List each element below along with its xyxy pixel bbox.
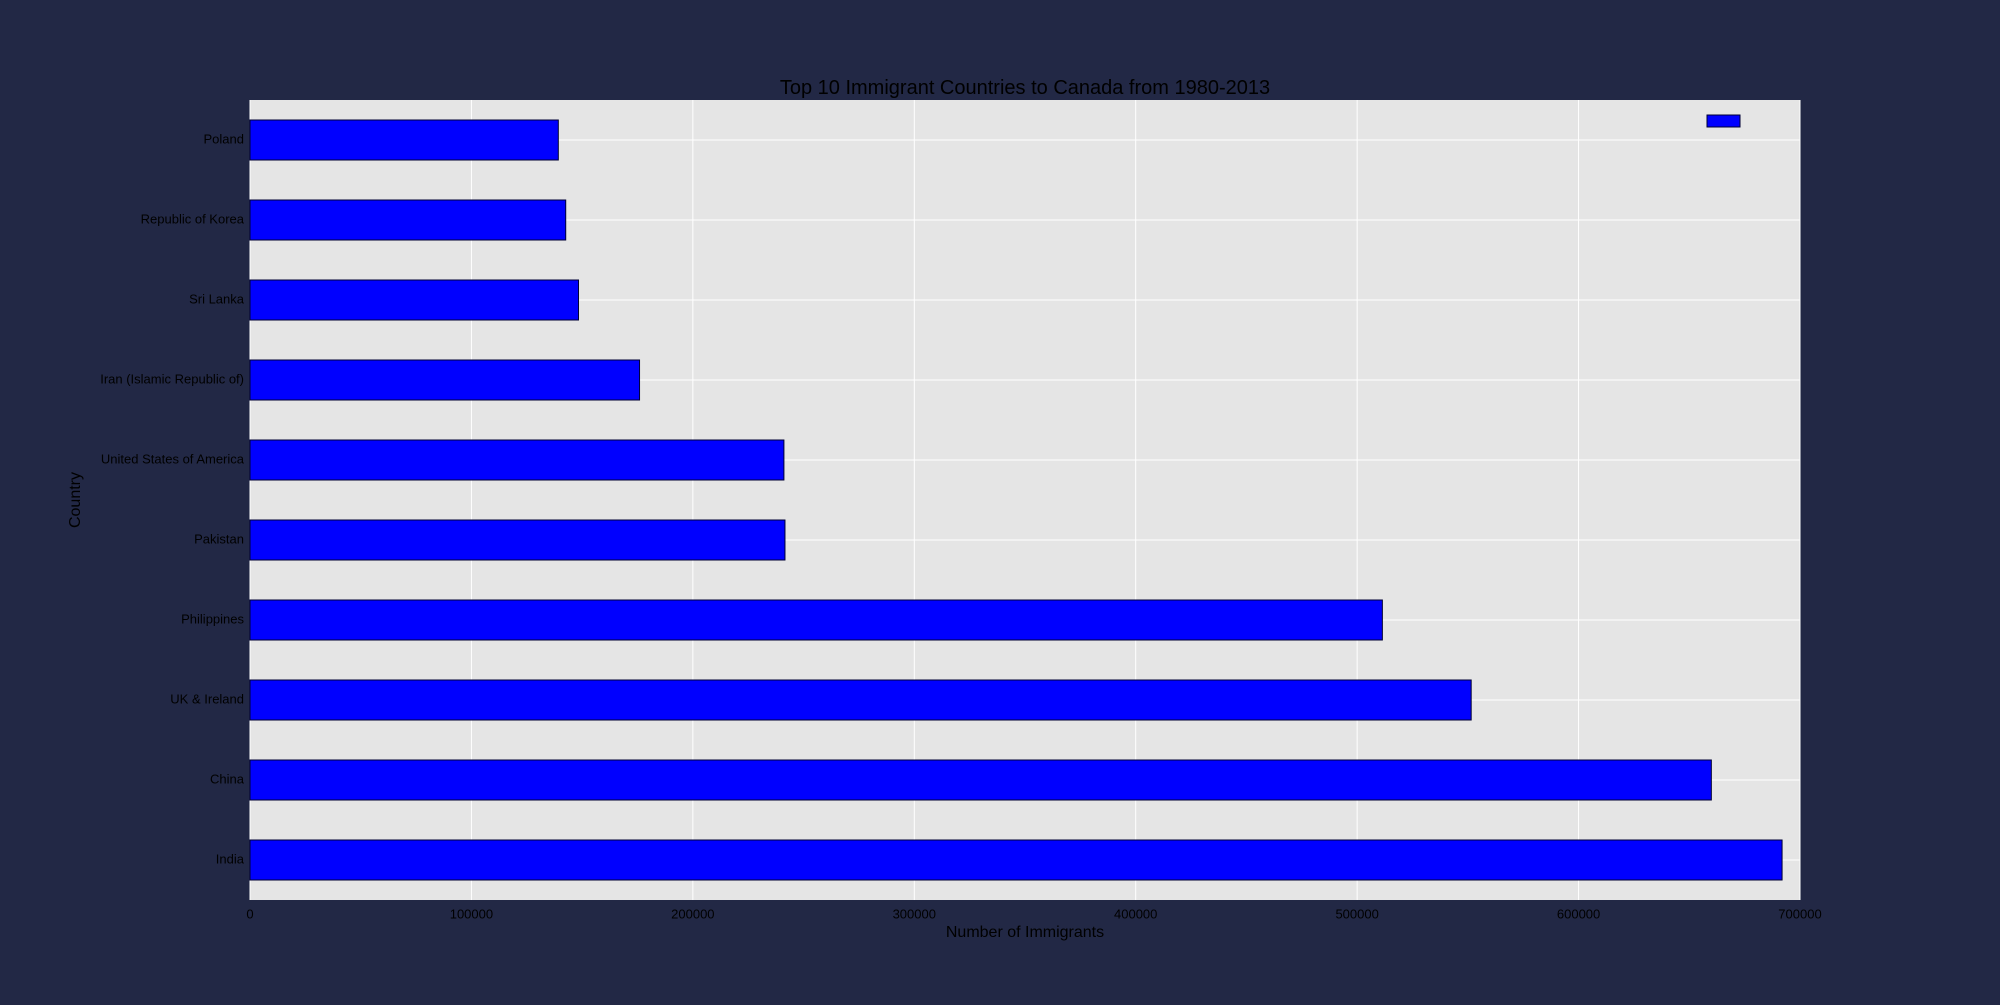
x-tick-label: 600000 [1557,906,1600,921]
y-tick-label: China [210,771,245,786]
y-tick-label: Poland [204,131,244,146]
y-tick-label: United States of America [101,451,245,466]
bar-sri-lanka [249,279,580,321]
bar-china [249,759,1712,801]
y-tick-label: Sri Lanka [189,291,245,306]
x-tick-label: 0 [246,906,253,921]
y-tick-label: Philippines [181,611,244,626]
x-tick-label: 400000 [1114,906,1157,921]
x-tick-label: 300000 [893,906,936,921]
legend-swatch [1706,114,1741,128]
y-tick-label: Republic of Korea [141,211,245,226]
bar-iran-islamic-republic-of [249,359,641,401]
bar-poland [249,119,559,161]
x-tick-label: 100000 [450,906,493,921]
bar-uk-ireland [249,679,1472,721]
bar-republic-of-korea [249,199,567,241]
x-tick-label: 700000 [1778,906,1821,921]
bar-united-states-of-america [249,439,785,481]
x-axis-ticks: 0 100000 200000 300000 400000 500000 600000 700… [246,906,1821,921]
chart-title: Top 10 Immigrant Countries to Canada fro… [780,77,1270,99]
x-axis-title: Number of Immigrants [946,924,1104,941]
x-tick-label: 200000 [671,906,714,921]
bar-philippines [249,599,1383,641]
legend [1706,114,1741,128]
bar-pakistan [249,519,786,561]
bar-india [249,839,1783,881]
y-axis-ticks: India China UK & Ireland Philippines Pakista… [100,131,245,866]
y-tick-label: Iran (Islamic Republic of) [100,371,244,386]
bars [249,119,1783,881]
y-axis-title: Country [67,472,84,528]
y-tick-label: Pakistan [194,531,244,546]
x-tick-label: 500000 [1335,906,1378,921]
y-tick-label: UK & Ireland [170,691,244,706]
y-tick-label: India [216,851,245,866]
